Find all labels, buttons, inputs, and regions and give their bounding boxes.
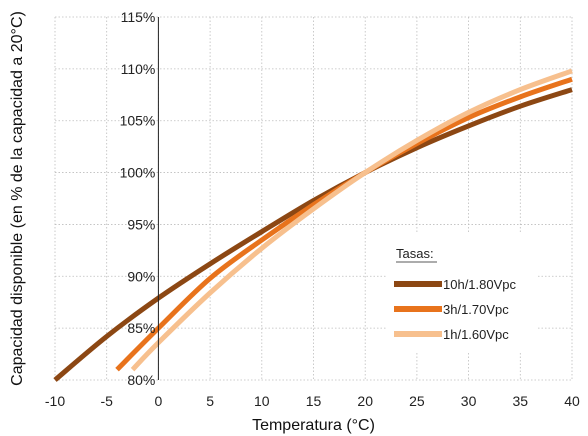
x-tick-label: 5: [206, 393, 214, 409]
legend: Tasas: 10h/1.80Vpc 3h/1.70Vpc 1h/1.60Vpc: [386, 232, 536, 352]
series-lines: [53, 68, 573, 382]
x-tick-label: 15: [306, 393, 322, 409]
y-tick-label: 110%: [121, 61, 156, 77]
x-tick-label: 25: [409, 393, 425, 409]
y-tick-label: 105%: [120, 113, 156, 129]
x-tick-label: -5: [100, 393, 113, 409]
series-line-0: [53, 87, 573, 382]
x-tick-label: 10: [254, 393, 270, 409]
y-tick-label: 115%: [121, 9, 156, 25]
x-tick-label: 30: [461, 393, 477, 409]
x-tick-label: 0: [155, 393, 163, 409]
y-axis-title: Capacidad disponible (en % de la capacid…: [9, 11, 26, 386]
x-tick-label: -10: [45, 393, 65, 409]
legend-label-2: 1h/1.60Vpc: [443, 327, 509, 342]
series-line-2: [130, 68, 573, 372]
y-tick-label: 90%: [127, 268, 155, 284]
x-axis-title: Temperatura (°C): [252, 417, 375, 434]
legend-label-0: 10h/1.80Vpc: [443, 277, 517, 292]
x-tick-label: 35: [513, 393, 529, 409]
x-tick-labels: -10 -5 0 5 10 15 20 25 30 35 40: [45, 393, 580, 409]
y-tick-label: 95%: [127, 216, 155, 232]
y-tick-label: 80%: [127, 372, 155, 388]
legend-title: Tasas:: [396, 246, 434, 261]
y-tick-label: 100%: [120, 165, 156, 181]
y-tick-labels: 80% 85% 90% 95% 100% 105% 110% 115%: [120, 9, 156, 388]
x-tick-label: 40: [564, 393, 580, 409]
legend-label-1: 3h/1.70Vpc: [443, 302, 509, 317]
y-tick-label: 85%: [127, 320, 155, 336]
x-tick-label: 20: [357, 393, 373, 409]
